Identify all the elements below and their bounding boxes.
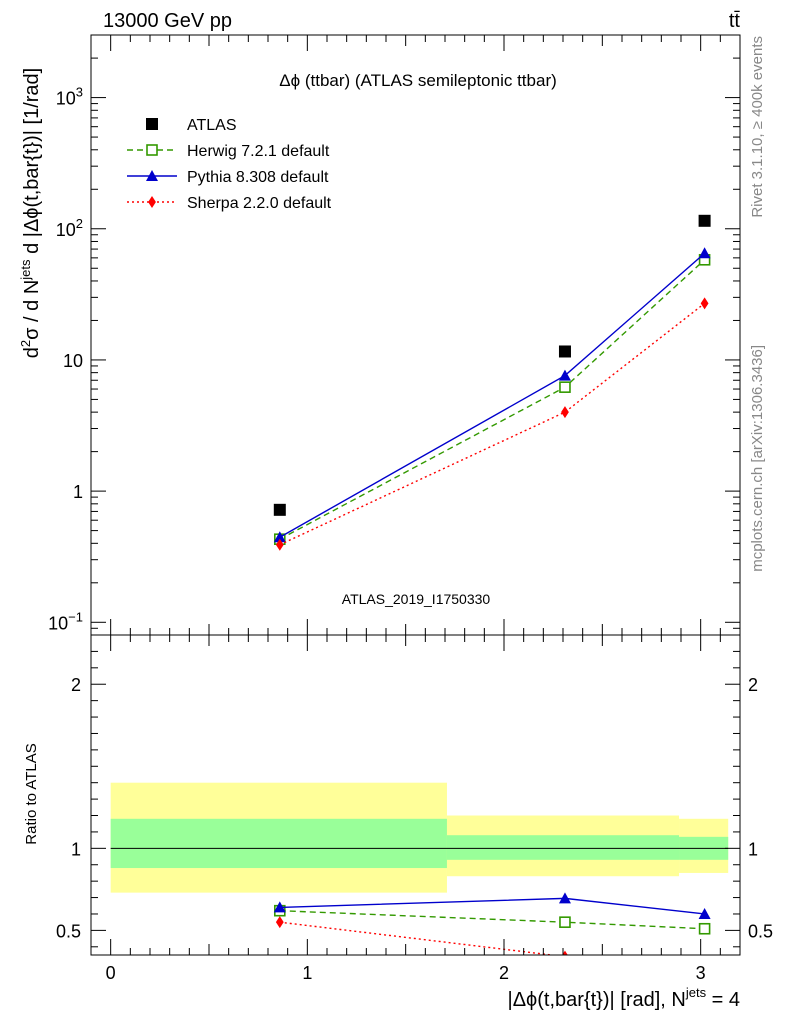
ratio-y-axis-label: Ratio to ATLAS — [23, 743, 40, 844]
legend-label-atlas: ATLAS — [187, 117, 237, 134]
x-tick-label: 3 — [696, 963, 706, 983]
ratio-y-tick-label-right: 2 — [748, 675, 758, 695]
ratio-line-pythia — [279, 897, 705, 915]
y-tick-label: 102 — [56, 216, 83, 240]
x-tick-label: 1 — [302, 963, 312, 983]
collision-label: 13000 GeV pp — [103, 10, 232, 32]
process-label: tt̄ — [729, 10, 741, 32]
y-tick-label: 1 — [73, 482, 83, 502]
main-line-pythia — [279, 252, 706, 538]
legend-marker-atlas — [146, 118, 158, 130]
main-series-herwig — [273, 253, 711, 545]
main-point-atlas — [558, 345, 571, 358]
ratio-panel-series — [273, 892, 711, 955]
x-tick-label: 0 — [106, 963, 116, 983]
axes: 10−1 1 10 102 103 0 1 2 3 0.5 0.5 1 1 2 2 — [48, 34, 773, 983]
main-point-pythia — [558, 369, 571, 381]
main-point-sherpa — [275, 538, 284, 551]
ratio-y-tick-label: 2 — [71, 675, 81, 695]
ratio-y-tick-label: 1 — [71, 839, 81, 859]
uncertainty-bands — [110, 782, 729, 893]
plot-title: Δϕ (ttbar) (ATLAS semileptonic ttbar) — [279, 71, 557, 90]
ratio-line-herwig — [279, 909, 705, 930]
main-series-pythia — [273, 247, 711, 543]
main-point-pythia — [273, 531, 286, 543]
main-point-sherpa — [700, 297, 709, 310]
legend-marker-herwig — [146, 144, 158, 156]
main-point-sherpa — [561, 406, 569, 419]
ratio-point-pythia — [698, 907, 711, 919]
main-point-herwig — [559, 381, 571, 393]
ratio-y-tick-label: 0.5 — [56, 921, 81, 941]
ratio-point-sherpa — [562, 950, 568, 955]
band-inner — [446, 835, 680, 860]
rivet-version-label: Rivet 3.1.10, ≥ 400k events — [749, 36, 766, 218]
ratio-series-pythia — [273, 892, 711, 919]
legend-marker-sherpa — [148, 196, 156, 208]
x-axis-label: |Δϕ(t,bar{t})| [rad], Njets = 4 — [508, 985, 741, 1011]
ratio-point-pythia — [273, 901, 286, 913]
main-line-herwig — [279, 259, 706, 540]
main-panel-series — [273, 214, 711, 551]
legend-label-pythia: Pythia 8.308 default — [187, 169, 329, 186]
legend-label-herwig: Herwig 7.2.1 default — [187, 143, 330, 160]
main-series-sherpa — [275, 297, 709, 551]
y-tick-label: 10−1 — [48, 609, 83, 633]
main-line-sherpa — [279, 302, 706, 546]
ratio-line-sherpa — [279, 921, 558, 955]
main-y-axis-label: d2σ / d Njets d |Δϕ(t,bar{t})| [1/rad] — [18, 68, 43, 358]
y-tick-label: 10 — [63, 351, 83, 371]
legend-marker-pythia — [146, 170, 158, 181]
mcplots-label: mcplots.cern.ch [arXiv:1306.3436] — [749, 345, 766, 572]
legend-label-sherpa: Sherpa 2.2.0 default — [187, 195, 332, 212]
ratio-y-tick-label-right: 0.5 — [748, 921, 773, 941]
ratio-y-tick-label-right: 1 — [748, 839, 758, 859]
ratio-series-sherpa — [275, 916, 568, 955]
main-series-atlas — [273, 214, 711, 516]
ratio-point-sherpa — [275, 916, 284, 929]
ratio-point-pythia — [558, 892, 571, 904]
main-point-atlas — [698, 214, 711, 227]
legend: ATLAS Herwig 7.2.1 default Pythia 8.308 de… — [127, 117, 332, 212]
y-tick-label: 103 — [56, 85, 83, 109]
main-point-pythia — [698, 247, 711, 259]
analysis-watermark: ATLAS_2019_I1750330 — [342, 591, 491, 607]
main-point-atlas — [273, 503, 286, 516]
ratio-point-herwig — [559, 916, 571, 928]
ratio-panel-frame — [90, 634, 741, 956]
ratio-point-herwig — [698, 922, 711, 935]
band-inner — [110, 818, 447, 869]
x-tick-label: 2 — [499, 963, 509, 983]
